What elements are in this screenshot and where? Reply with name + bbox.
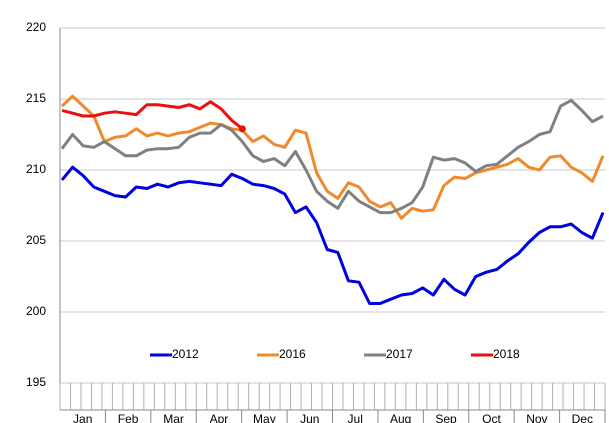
legend-label: 2012 [172, 347, 199, 361]
x-tick-label: Oct [482, 412, 501, 423]
x-tick-label: Aug [390, 412, 411, 423]
y-tick-label: 200 [26, 304, 46, 318]
x-tick-label: Mar [163, 412, 184, 423]
series-line [60, 94, 605, 220]
end-marker [238, 125, 246, 133]
y-tick-label: 195 [26, 375, 46, 389]
x-tick-label: Dec [572, 412, 593, 423]
legend-label: 2017 [386, 347, 413, 361]
x-tick-label: Jun [300, 412, 319, 423]
x-tick-label: Sep [435, 412, 457, 423]
series-line [60, 165, 605, 305]
legend-label: 2016 [279, 347, 306, 361]
x-tick-label: May [253, 412, 276, 423]
y-tick-label: 205 [26, 233, 46, 247]
x-tick-label: Jan [73, 412, 92, 423]
x-tick-label: Jul [348, 412, 363, 423]
x-tick-label: Apr [210, 412, 229, 423]
y-tick-label: 215 [26, 91, 46, 105]
y-tick-label: 220 [26, 20, 46, 34]
series-line [60, 98, 604, 215]
y-tick-label: 210 [26, 162, 46, 176]
x-tick-label: Nov [526, 412, 547, 423]
legend-label: 2018 [493, 347, 520, 361]
x-tick-label: Feb [118, 412, 139, 423]
series-line [61, 100, 244, 130]
